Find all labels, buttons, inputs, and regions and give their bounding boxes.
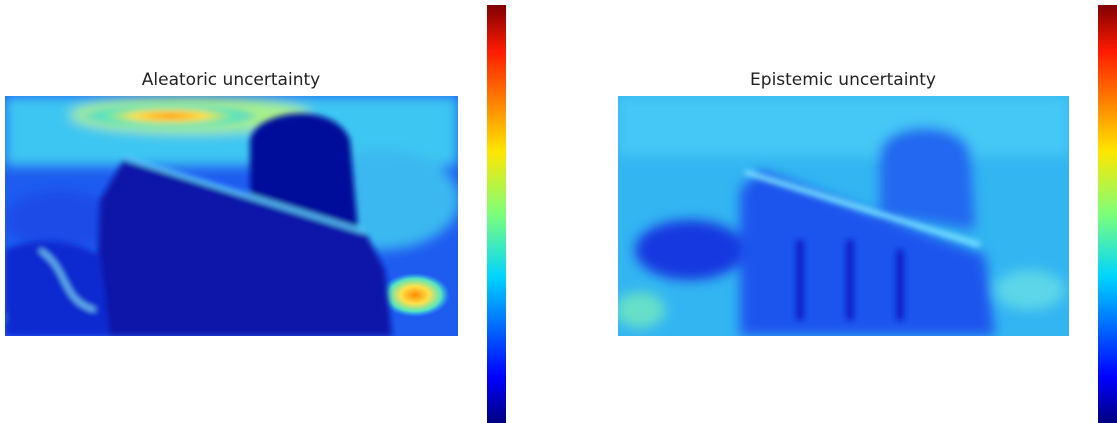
heatmap xyxy=(615,96,1069,336)
colorbar xyxy=(1098,5,1117,423)
colorbar xyxy=(487,5,506,423)
figure: Aleatoric uncertainty Epistemic uncertai… xyxy=(0,0,1117,423)
panel-title: Epistemic uncertainty xyxy=(750,70,936,90)
page: Aleatoric uncertainty Epistemic uncertai… xyxy=(0,0,1117,423)
heatmap xyxy=(3,96,460,336)
panel-title: Aleatoric uncertainty xyxy=(142,70,320,90)
